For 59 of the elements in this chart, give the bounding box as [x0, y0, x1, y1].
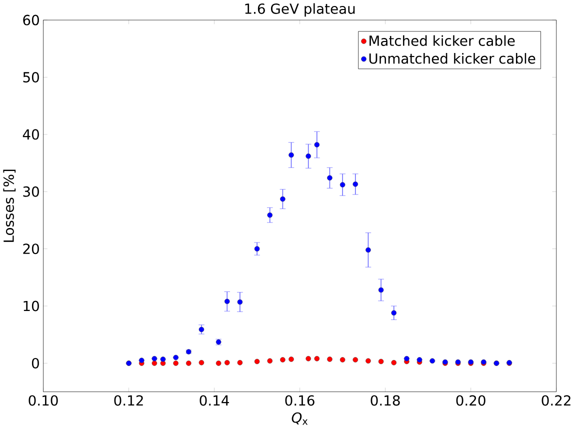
point [280, 196, 286, 202]
y-tick-label: 20 [23, 244, 39, 254]
point [378, 287, 384, 293]
point [152, 360, 158, 366]
y-axis-title: Losses [%] [3, 170, 16, 242]
x-tick-label: 0.20 [456, 395, 486, 406]
point [378, 358, 384, 364]
point [254, 246, 260, 252]
point [152, 356, 158, 362]
legend-label: Matched kicker cable [370, 35, 515, 46]
point [352, 182, 358, 187]
point [267, 358, 273, 364]
point [314, 356, 320, 362]
point [160, 356, 166, 362]
point [306, 154, 312, 159]
legend-label: Unmatched kicker cable [369, 53, 536, 64]
point [254, 358, 260, 364]
point [340, 182, 346, 188]
point [288, 152, 294, 158]
point [327, 356, 332, 362]
point [340, 357, 346, 362]
point [224, 360, 230, 366]
point [314, 142, 320, 148]
point [173, 360, 178, 366]
x-tick-label: 0.22 [542, 395, 570, 406]
y-tick-label: 60 [23, 14, 39, 26]
x-tick-label: 0.16 [285, 395, 314, 406]
y-tick-label: 50 [23, 72, 39, 83]
y-tick-label: 10 [24, 300, 39, 312]
point [237, 299, 243, 305]
point [280, 357, 286, 362]
y-tick-label: 40 [22, 129, 39, 140]
point [198, 326, 204, 332]
chart-title: 1.6 GeV plateau [245, 3, 355, 17]
point [416, 357, 422, 362]
y-tick-label: 30 [23, 186, 39, 197]
point [267, 212, 273, 218]
point [352, 357, 358, 362]
x-axis-title: Q$_{x}$ [292, 412, 308, 425]
y-tick-label: 0 [32, 358, 39, 368]
point [391, 310, 397, 316]
point [327, 175, 332, 181]
point [366, 358, 371, 364]
point [306, 356, 312, 362]
point [186, 360, 192, 366]
point [366, 247, 371, 253]
point [237, 360, 243, 366]
point [430, 358, 435, 364]
x-tick-label: 0.10 [28, 395, 58, 406]
point [138, 358, 144, 364]
point [216, 360, 222, 366]
point [288, 356, 294, 362]
x-tick-label: 0.14 [200, 395, 229, 406]
point [224, 298, 230, 304]
x-tick-label: 0.12 [114, 395, 143, 406]
point [391, 360, 397, 366]
point [173, 354, 178, 360]
point [198, 360, 204, 366]
x-tick-label: 0.18 [370, 395, 400, 406]
